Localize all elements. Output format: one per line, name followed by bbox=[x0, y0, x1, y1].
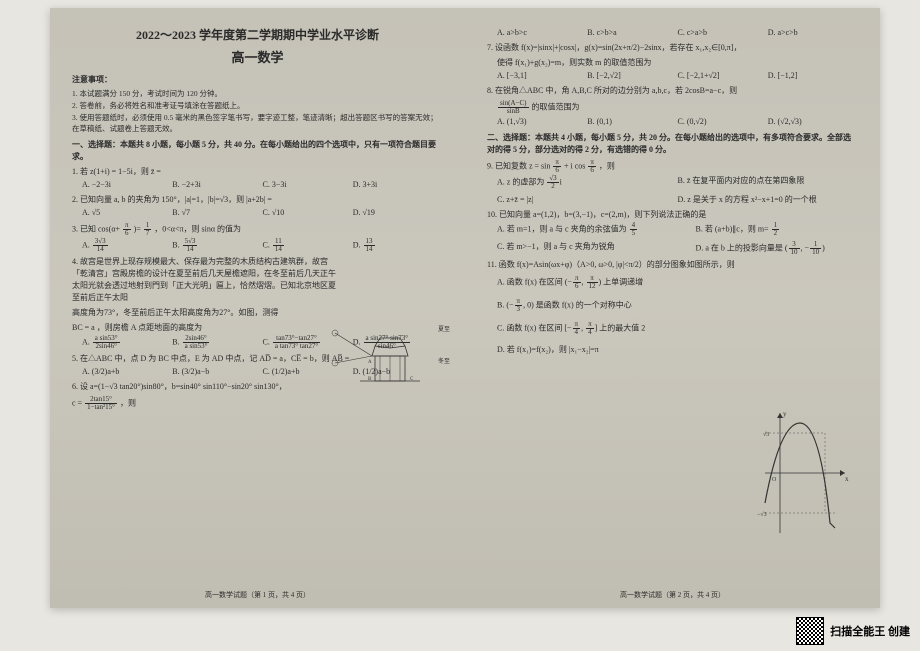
q1-D: D. 3+3i bbox=[353, 179, 443, 191]
q1-B: B. −2+3i bbox=[172, 179, 262, 191]
q4-A: A. a sin53°2sin46° bbox=[82, 335, 172, 350]
q8-D: D. (√2,√3) bbox=[768, 116, 858, 128]
q10-C: C. 若 m>−1，则 a 与 c 夹角为锐角 bbox=[497, 241, 696, 256]
section1-head: 一、选择题：本题共 8 小题，每小题 5 分，共 40 分。在每小题给出的四个选… bbox=[72, 139, 443, 163]
q3: 3. 已知 cos(α+ π6 )= 17 ，0<α<π，则 sinα 的值为 bbox=[72, 222, 443, 237]
qr-text: 扫描全能王 创建 bbox=[830, 623, 910, 639]
sun-label: 夏至 bbox=[438, 326, 450, 335]
q10-opts: A. 若 m=1，则 a 与 c 夹角的余弦值为 45 B. 若 (a+b)∥c… bbox=[487, 222, 858, 256]
title-main: 2022～2023 学年度第二学期期中学业水平诊断 bbox=[72, 26, 443, 44]
sine-graph: x y √3 O −√3 bbox=[755, 408, 850, 538]
q6-D: D. a>c>b bbox=[768, 27, 858, 39]
q7-1: 7. 设函数 f(x)=|sinx|+|cosx|，g(x)=sin(2x+π/… bbox=[487, 42, 858, 54]
q2-B: B. √7 bbox=[172, 207, 262, 219]
q6-B: B. c>b>a bbox=[587, 27, 677, 39]
q10-B: B. 若 (a+b)∥c，则 m= 12 bbox=[696, 222, 781, 237]
q9-A: A. z 的虚部为 √32i bbox=[497, 175, 678, 190]
q9-opts: A. z 的虚部为 √32i B. z̄ 在复平面内对应的点在第四象限 C. z… bbox=[487, 175, 858, 206]
q11-opts: A. 函数 f(x) 在区间 (−π6, π12) 上单调递增 B. (−π3,… bbox=[487, 275, 757, 356]
q8-2: sin(A−C)sinB 的取值范围为 bbox=[487, 100, 858, 115]
q1-A: A. −2−3i bbox=[82, 179, 172, 191]
paper-container: 2022～2023 学年度第二学期期中学业水平诊断 高一数学 注意事项： 1. … bbox=[50, 8, 880, 608]
notice-1: 1. 本试题满分 150 分，考试时间为 120 分钟。 bbox=[72, 88, 443, 99]
svg-text:y: y bbox=[783, 410, 787, 418]
q5-A: A. (3/2)a+b bbox=[82, 366, 172, 378]
q10: 10. 已知向量 a=(1,2)，b=(3,−1)，c=(2,m)，则下列说法正… bbox=[487, 209, 858, 221]
q9-C: C. z+z̄ = |z| bbox=[497, 194, 678, 206]
svg-text:x: x bbox=[845, 475, 849, 483]
q6-A: A. a>b>c bbox=[497, 27, 587, 39]
q11-D: D. 若 f(x₁)=f(x₂)，则 |x₁−x₂|=π bbox=[497, 344, 757, 356]
q4-B: B. 2sin46°a sin53° bbox=[172, 335, 262, 350]
q10-A: A. 若 m=1，则 a 与 c 夹角的余弦值为 45 bbox=[497, 222, 696, 237]
q3-D: D. 1314 bbox=[353, 238, 443, 253]
q6-C: C. c>a>b bbox=[678, 27, 768, 39]
q2-C: C. √10 bbox=[263, 207, 353, 219]
q8-opts: A. (1,√3) B. (0,1) C. (0,√2) D. (√2,√3) bbox=[487, 116, 858, 128]
q10-D: D. a 在 b 上的投影向量是 (310, −110) bbox=[696, 241, 825, 256]
footer-right: 高一数学试题（第 2 页，共 4 页） bbox=[465, 590, 880, 601]
notice-2: 2. 答卷前，务必将姓名和准考证号填涂在答题纸上。 bbox=[72, 100, 443, 111]
building-diagram: A B C bbox=[330, 328, 440, 388]
win-label: 冬至 bbox=[438, 358, 450, 367]
title-sub: 高一数学 bbox=[72, 48, 443, 68]
q2-A: A. √5 bbox=[82, 207, 172, 219]
q11-C: C. 函数 f(x) 在区间 [−π4, π4] 上的最大值 2 bbox=[497, 321, 757, 336]
q8-B: B. (0,1) bbox=[587, 116, 677, 128]
q7-D: D. [−1,2] bbox=[768, 70, 858, 82]
q3-post: ，0<α<π，则 sinα 的值为 bbox=[154, 224, 241, 233]
svg-text:√3: √3 bbox=[763, 431, 769, 438]
q2-opts: A. √5 B. √7 C. √10 D. √19 bbox=[72, 207, 443, 219]
q3-pre: 3. 已知 cos(α+ bbox=[72, 224, 120, 233]
svg-text:O: O bbox=[772, 477, 777, 483]
notice-head: 注意事项： bbox=[72, 74, 443, 86]
q9: 9. 已知复数 z = sin π6 + i cos π6 ，则 bbox=[487, 159, 858, 174]
svg-text:A: A bbox=[368, 360, 372, 365]
q6-2: c = 2tan15°1−tan²15° ，则 bbox=[72, 396, 443, 411]
q7-C: C. [−2,1+√2] bbox=[678, 70, 768, 82]
q1-C: C. 3−3i bbox=[263, 179, 353, 191]
q7-2: 使得 f(x₁)+g(x₂)=m，则实数 m 的取值范围为 bbox=[487, 57, 858, 69]
q2: 2. 已知向量 a, b 的夹角为 150°，|a|=1，|b|=√3，则 |a… bbox=[72, 194, 443, 206]
q4-2: 高度角为73°，冬至前后正午太阳高度角为27°。如图，测得 bbox=[72, 307, 443, 319]
notice-3: 3. 使用答题纸时，必须使用 0.5 毫米的黑色签字笔书写，要字迹工整，笔迹清晰… bbox=[72, 112, 443, 135]
q9-D: D. z 是关于 x 的方程 x²−x+1=0 的一个根 bbox=[678, 194, 859, 206]
svg-text:−√3: −√3 bbox=[757, 511, 767, 518]
q1: 1. 若 z(1+i) = 1−5i，则 z̄ = bbox=[72, 166, 443, 178]
q4-1: 4. 故宫是世界上现存规模最大、保存最为完整的木质结构古建筑群，故宫「乾清宫」宫… bbox=[72, 256, 342, 304]
page-right: A. a>b>c B. c>b>a C. c>a>b D. a>c>b 7. 设… bbox=[465, 8, 880, 608]
footer-left: 高一数学试题（第 1 页，共 4 页） bbox=[50, 590, 465, 601]
qr-footer: 扫描全能王 创建 bbox=[796, 617, 910, 645]
q11-A: A. 函数 f(x) 在区间 (−π6, π12) 上单调递增 bbox=[497, 275, 757, 290]
q8-1: 8. 在锐角△ABC 中，角 A,B,C 所对的边分别为 a,b,c，若 2co… bbox=[487, 85, 858, 97]
q11-B: B. (−π3, 0) 是函数 f(x) 的一个对称中心 bbox=[497, 298, 757, 313]
q6-opts: A. a>b>c B. c>b>a C. c>a>b D. a>c>b bbox=[487, 27, 858, 39]
q3-B: B. 5√314 bbox=[172, 238, 262, 253]
q3-opts: A. 3√314 B. 5√314 C. 1114 D. 1314 bbox=[72, 238, 443, 253]
q5-B: B. (3/2)a−b bbox=[172, 366, 262, 378]
section2-head: 二、选择题：本题共 4 小题，每小题 5 分，共 20 分。在每小题给出的选项中… bbox=[487, 132, 858, 156]
qr-code-icon bbox=[796, 617, 824, 645]
q2-D: D. √19 bbox=[353, 207, 443, 219]
q7-A: A. [−3,1] bbox=[497, 70, 587, 82]
q11: 11. 函数 f(x)=Asin(ωx+φ)（A>0, ω>0, |φ|<π/2… bbox=[487, 259, 767, 271]
q8-A: A. (1,√3) bbox=[497, 116, 587, 128]
q7-B: B. [−2,√2] bbox=[587, 70, 677, 82]
q8-C: C. (0,√2) bbox=[678, 116, 768, 128]
q3-A: A. 3√314 bbox=[82, 238, 172, 253]
q1-opts: A. −2−3i B. −2+3i C. 3−3i D. 3+3i bbox=[72, 179, 443, 191]
q7-opts: A. [−3,1] B. [−2,√2] C. [−2,1+√2] D. [−1… bbox=[487, 70, 858, 82]
q9-B: B. z̄ 在复平面内对应的点在第四象限 bbox=[678, 175, 859, 190]
page-left: 2022～2023 学年度第二学期期中学业水平诊断 高一数学 注意事项： 1. … bbox=[50, 8, 465, 608]
q3-C: C. 1114 bbox=[263, 238, 353, 253]
q3-mid: )= bbox=[134, 224, 141, 233]
